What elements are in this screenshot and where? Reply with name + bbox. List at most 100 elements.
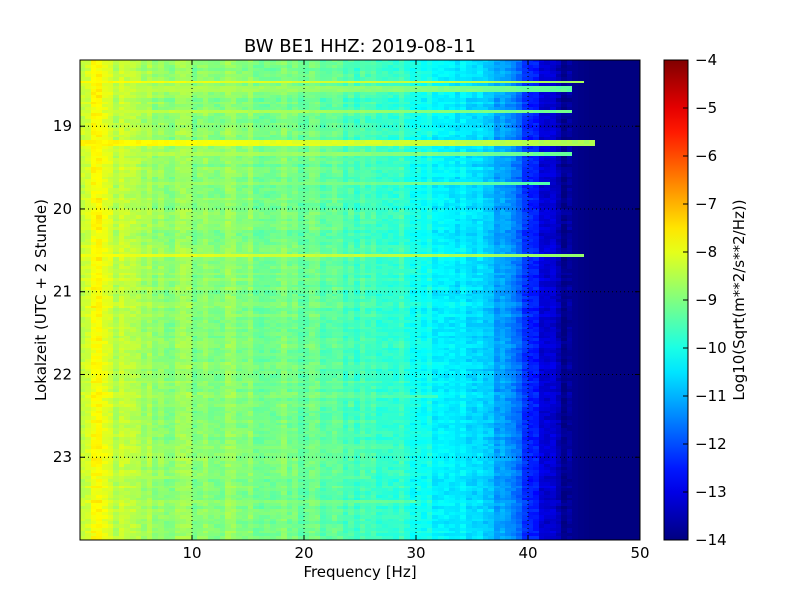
spectrogram-cell — [180, 146, 188, 152]
spectrogram-cell — [416, 110, 423, 115]
spectrogram-cell — [365, 86, 373, 92]
spectrogram-cell — [270, 140, 277, 146]
spectrogram-cell — [220, 68, 227, 73]
spectrogram-cell — [365, 140, 373, 146]
spectrogram-cell — [343, 86, 350, 92]
spectrogram-cell — [85, 152, 93, 157]
spectrogram-cell — [292, 104, 300, 110]
spectrogram-cell — [382, 164, 389, 169]
spectrogram-cell — [354, 131, 361, 136]
spectrogram-cell — [544, 86, 552, 92]
spectrogram-cell — [270, 128, 277, 134]
spectrogram-cell — [634, 119, 641, 125]
spectrogram-cell — [236, 128, 244, 134]
spectrogram-cell — [404, 65, 412, 71]
spectrogram-cell — [175, 167, 182, 173]
spectrogram-cell — [225, 161, 233, 167]
spectrogram-cell — [404, 107, 412, 113]
spectrogram-cell — [444, 140, 451, 146]
spectrogram-cell — [175, 95, 182, 101]
spectrogram-cell — [337, 149, 345, 155]
spectrogram-cell — [259, 110, 266, 115]
spectrogram-cell — [393, 140, 401, 146]
spectrogram-cell — [623, 92, 630, 98]
spectrogram-cell — [220, 161, 227, 167]
spectrogram-cell — [186, 77, 193, 82]
spectrogram-cell — [438, 152, 445, 157]
spectrogram-cell — [264, 146, 272, 152]
spectrogram-cell — [186, 74, 193, 80]
spectrogram-cell — [236, 95, 244, 101]
spectrogram-cell — [623, 89, 630, 94]
spectrogram-cell — [634, 104, 641, 110]
spectrogram-cell — [466, 152, 473, 157]
spectrogram-cell — [337, 113, 345, 119]
spectrogram-cell — [360, 152, 367, 157]
spectrogram-cell — [584, 68, 591, 73]
spectrogram-cell — [242, 107, 249, 113]
spectrogram-cell — [158, 86, 165, 92]
spectrogram-cell — [606, 137, 613, 143]
spectrogram-cell — [236, 110, 244, 115]
spectrogram-cell — [595, 98, 602, 104]
spectrogram-cell — [253, 113, 261, 119]
spectrogram-cell — [309, 113, 317, 119]
spectrogram-cell — [606, 86, 613, 92]
spectrogram-cell — [539, 158, 546, 164]
spectrogram-cell — [528, 65, 535, 71]
spectrogram-cell — [208, 161, 216, 167]
spectrogram-cell — [444, 98, 451, 104]
spectrogram-cell — [192, 86, 199, 92]
spectrogram-cell — [600, 92, 608, 98]
spectrogram-cell — [438, 89, 445, 94]
spectrogram-cell — [236, 116, 244, 122]
spectrogram-cell — [152, 137, 160, 143]
spectrogram-cell — [449, 164, 457, 169]
spectrogram-cell — [388, 131, 395, 136]
spectrogram-cell — [287, 92, 294, 98]
spectrogram-cell — [477, 125, 485, 131]
spectrogram-cell — [214, 116, 221, 122]
spectrogram-cell — [337, 68, 345, 73]
spectrogram-cell — [533, 116, 541, 122]
spectrogram-cell — [556, 86, 563, 92]
spectrogram-cell — [124, 74, 132, 80]
spectrogram-cell — [354, 89, 361, 94]
spectrogram-cell — [550, 149, 557, 155]
spectrogram-cell — [354, 98, 361, 104]
spectrogram-cell — [102, 83, 109, 89]
spectrogram-cell — [281, 98, 289, 104]
spectrogram-cell — [248, 167, 255, 173]
spectrogram-cell — [628, 149, 636, 155]
spectrogram-cell — [147, 113, 154, 119]
spectrogram-cell — [483, 89, 490, 94]
spectrogram-cell — [124, 92, 132, 98]
spectrogram-cell — [292, 137, 300, 143]
spectrogram-cell — [242, 68, 249, 73]
spectrogram-cell — [606, 164, 613, 169]
spectrogram-cell — [164, 137, 171, 143]
spectrogram-cell — [91, 83, 98, 89]
spectrogram-cell — [203, 68, 210, 73]
spectrogram-cell — [522, 86, 529, 92]
spectrogram-cell — [600, 89, 608, 94]
spectrogram-cell — [259, 140, 266, 146]
spectrogram-cell — [544, 104, 552, 110]
spectrogram-cell — [376, 65, 384, 71]
spectrogram-cell — [623, 86, 630, 92]
spectrogram-cell — [141, 83, 149, 89]
spectrogram-cell — [572, 89, 580, 94]
spectrogram-cell — [382, 65, 389, 71]
spectrogram-cell — [214, 107, 221, 113]
spectrogram-cell — [393, 95, 401, 101]
spectrogram-cell — [612, 140, 619, 146]
spectrogram-cell — [466, 167, 473, 173]
spectrogram-cell — [152, 65, 160, 71]
spectrogram-cell — [119, 95, 126, 101]
spectrogram-cell — [550, 95, 557, 101]
spectrogram-cell — [96, 71, 104, 77]
spectrogram-cell — [589, 83, 597, 89]
spectrogram-cell — [371, 89, 378, 94]
spectrogram-cell — [516, 107, 524, 113]
spectrogram-cell — [449, 107, 457, 113]
